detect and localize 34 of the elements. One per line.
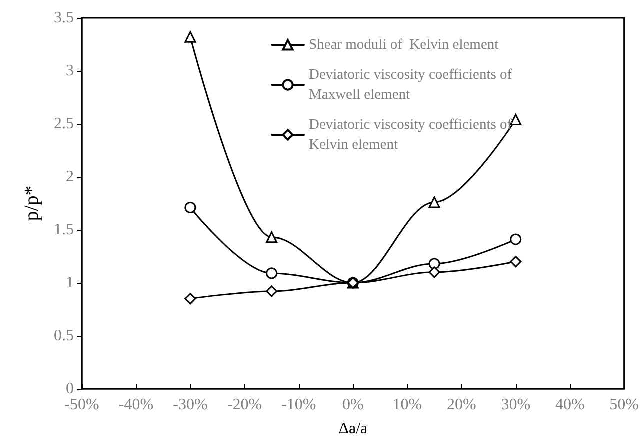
point (184, 31, 196, 43)
point (184, 202, 196, 214)
x-tick-label: 20% (446, 396, 476, 414)
y-tick-label: 0 (66, 380, 74, 398)
x-tick-label: 30% (501, 396, 531, 414)
legend-label: Shear moduli of Kelvin element (309, 37, 499, 53)
y-tick-label: 0.5 (54, 328, 74, 344)
x-tick-label: -30% (173, 396, 208, 414)
x-axis-title: Δa/a (338, 420, 368, 438)
y-tick-label: 1 (66, 274, 74, 292)
y-tick-label: 2 (66, 168, 74, 186)
point (510, 234, 522, 246)
x-tick-label: 50% (610, 396, 639, 414)
y-tick-label: 3 (66, 62, 74, 80)
point (266, 286, 278, 298)
point (428, 258, 440, 270)
point (428, 196, 440, 208)
point (184, 293, 196, 305)
x-tick-label: -20% (227, 396, 262, 414)
point (510, 256, 522, 268)
y-tick-label: 2.5 (54, 116, 74, 132)
point (428, 266, 440, 278)
x-tick-label: 10% (392, 396, 422, 414)
x-tick-label: 0% (342, 396, 364, 414)
x-tick-label: 40% (555, 396, 585, 414)
point (266, 232, 278, 244)
x-tick-label: -10% (282, 396, 316, 414)
y-axis-title: p/p* (21, 186, 43, 222)
point (266, 268, 278, 280)
x-tick-label: -50% (64, 396, 100, 414)
x-tick-label: -40% (118, 396, 154, 414)
legend-label: Deviatoric viscosity coefficients of Maxwell element (309, 67, 516, 103)
y-tick-label: 3.5 (54, 10, 74, 26)
y-tick-label: 1.5 (54, 222, 74, 238)
